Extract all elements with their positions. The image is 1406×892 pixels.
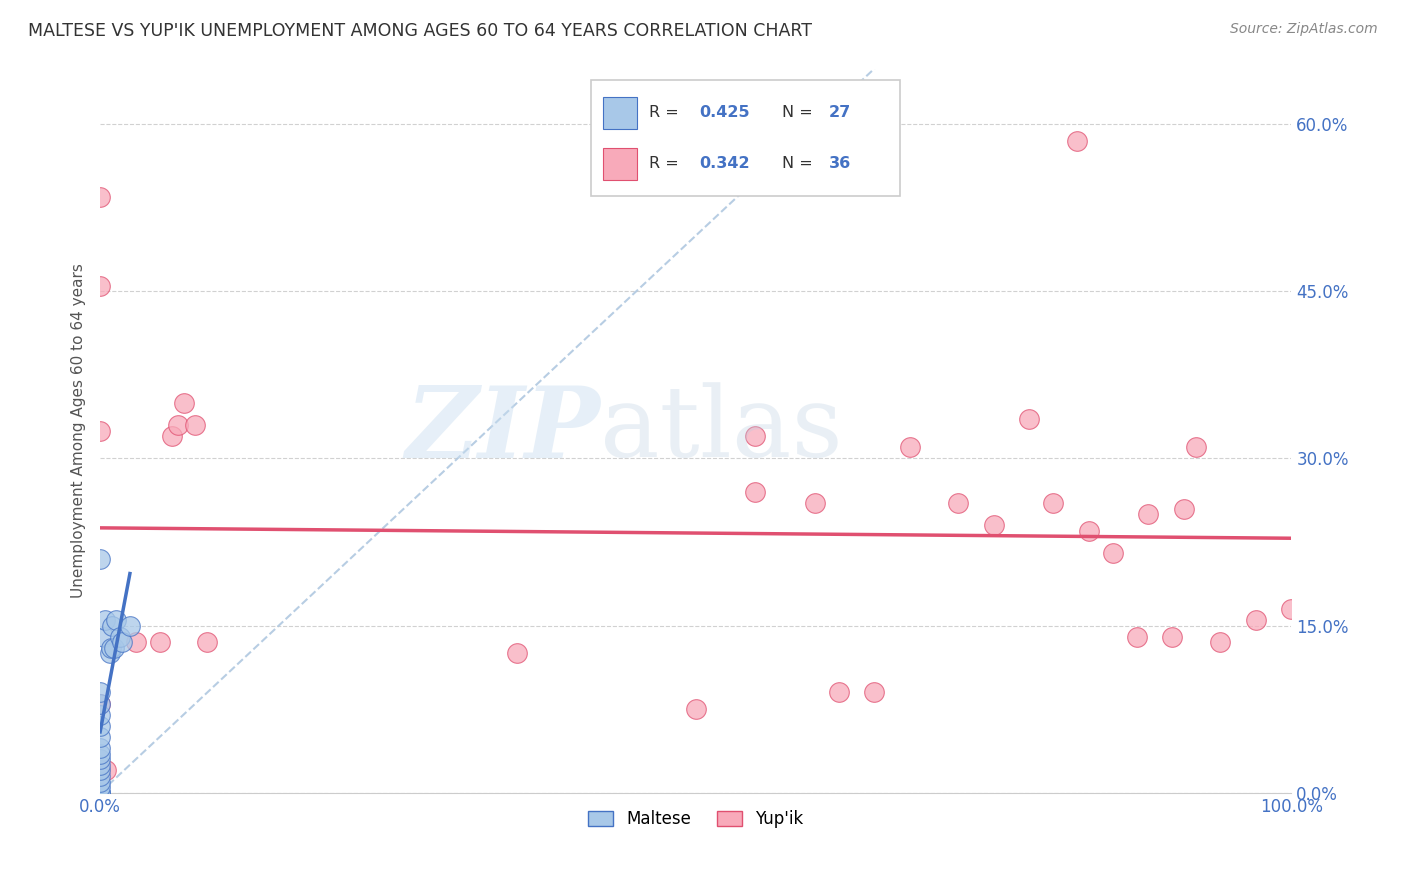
- Point: [1209, 635, 1232, 649]
- Point: [100, 640, 122, 655]
- Point: [1042, 496, 1064, 510]
- Point: [173, 395, 195, 409]
- Point: [1281, 602, 1303, 616]
- Point: [89, 697, 111, 711]
- Text: Source: ZipAtlas.com: Source: ZipAtlas.com: [1230, 22, 1378, 37]
- Text: MALTESE VS YUP'IK UNEMPLOYMENT AMONG AGES 60 TO 64 YEARS CORRELATION CHART: MALTESE VS YUP'IK UNEMPLOYMENT AMONG AGE…: [28, 22, 813, 40]
- Text: ZIP: ZIP: [405, 383, 600, 479]
- Text: N =: N =: [782, 105, 818, 120]
- Legend: Maltese, Yup'ik: Maltese, Yup'ik: [582, 804, 810, 835]
- Point: [98, 647, 121, 661]
- Point: [1137, 507, 1160, 521]
- Point: [983, 518, 1005, 533]
- Text: 0.342: 0.342: [699, 156, 749, 171]
- Text: N =: N =: [782, 156, 818, 171]
- Point: [863, 685, 886, 699]
- Text: 0.425: 0.425: [699, 105, 749, 120]
- Point: [125, 635, 148, 649]
- Point: [149, 635, 172, 649]
- Point: [89, 786, 111, 800]
- Point: [89, 730, 111, 744]
- Point: [89, 424, 111, 438]
- Point: [184, 417, 207, 432]
- Point: [89, 786, 111, 800]
- Text: 36: 36: [828, 156, 851, 171]
- Point: [89, 764, 111, 778]
- Point: [1077, 524, 1099, 538]
- Point: [1101, 546, 1123, 560]
- Point: [89, 685, 111, 699]
- Point: [89, 786, 111, 800]
- Point: [89, 719, 111, 733]
- Point: [1173, 501, 1195, 516]
- Point: [195, 635, 218, 649]
- Point: [104, 613, 127, 627]
- Point: [89, 707, 111, 722]
- Point: [1018, 412, 1040, 426]
- Text: R =: R =: [650, 156, 685, 171]
- Point: [1125, 630, 1147, 644]
- Point: [946, 496, 969, 510]
- Point: [898, 440, 921, 454]
- Point: [89, 757, 111, 772]
- Y-axis label: Unemployment Among Ages 60 to 64 years: Unemployment Among Ages 60 to 64 years: [72, 263, 86, 598]
- Point: [103, 640, 125, 655]
- Point: [101, 618, 124, 632]
- Point: [506, 647, 529, 661]
- Text: R =: R =: [650, 105, 685, 120]
- FancyBboxPatch shape: [591, 80, 900, 196]
- Point: [89, 780, 111, 794]
- Point: [744, 429, 766, 443]
- Point: [828, 685, 851, 699]
- Bar: [603, 96, 637, 129]
- Point: [89, 747, 111, 761]
- Point: [89, 764, 111, 778]
- Point: [804, 496, 827, 510]
- Point: [89, 741, 111, 756]
- Point: [1185, 440, 1208, 454]
- Point: [1244, 613, 1267, 627]
- Point: [160, 429, 183, 443]
- Point: [118, 618, 141, 632]
- Point: [94, 764, 117, 778]
- Point: [89, 697, 111, 711]
- Text: 27: 27: [828, 105, 851, 120]
- Point: [110, 635, 132, 649]
- Point: [89, 551, 111, 566]
- Point: [89, 752, 111, 766]
- Point: [110, 630, 132, 644]
- Point: [1161, 630, 1184, 644]
- Point: [89, 189, 111, 203]
- Point: [94, 613, 117, 627]
- Point: [89, 769, 111, 783]
- Point: [744, 484, 766, 499]
- Text: atlas: atlas: [600, 383, 844, 478]
- Point: [166, 417, 188, 432]
- Bar: [603, 147, 637, 180]
- Point: [93, 630, 115, 644]
- Point: [1066, 134, 1088, 148]
- Point: [89, 278, 111, 293]
- Point: [685, 702, 707, 716]
- Point: [89, 774, 111, 789]
